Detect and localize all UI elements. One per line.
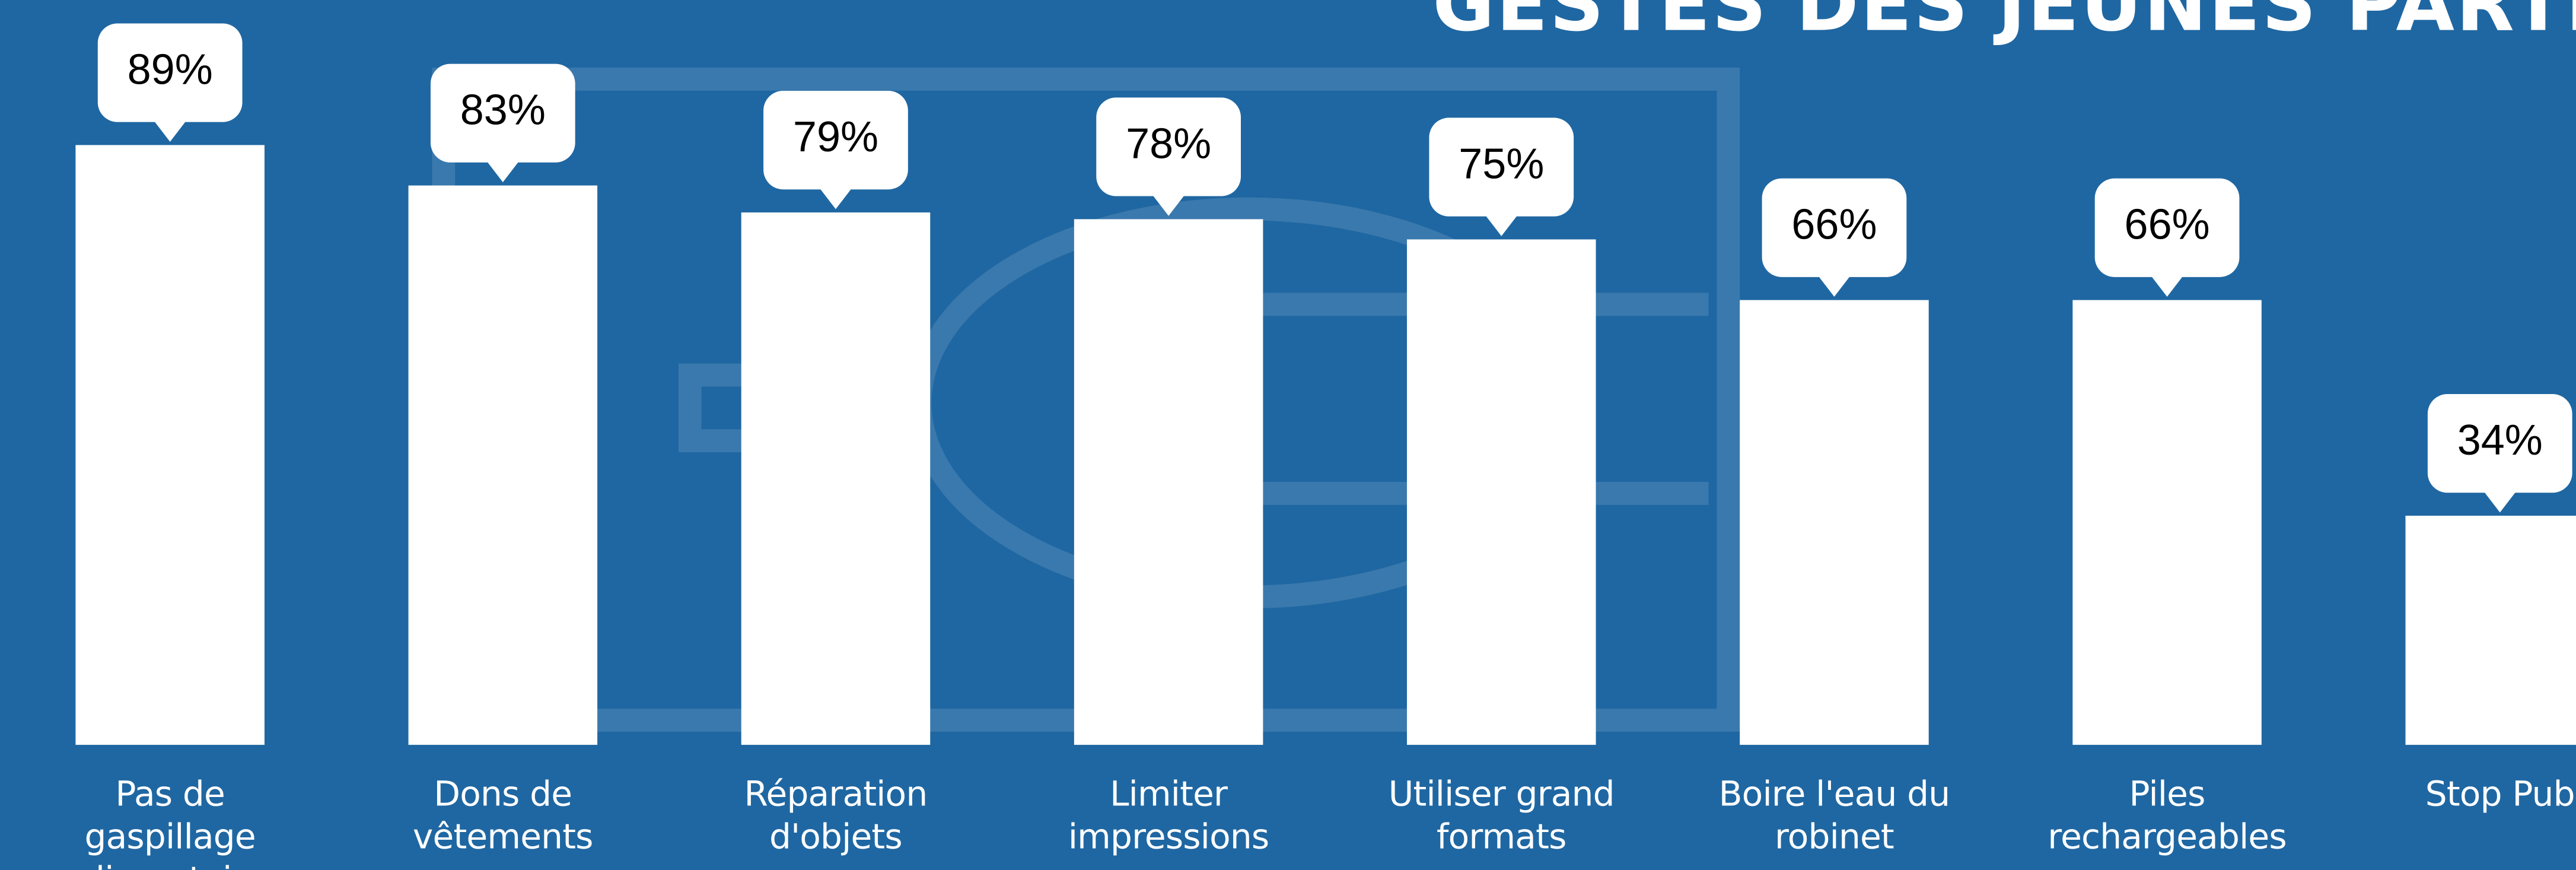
value-callout: 34% (2427, 394, 2572, 513)
value-label: 34% (2457, 417, 2543, 464)
value-label: 66% (2125, 201, 2210, 249)
bar (408, 185, 598, 745)
x-tick-label: Piles rechargeables (2048, 774, 2287, 857)
callout-pointer (1485, 214, 1518, 236)
value-callout: 83% (430, 63, 575, 183)
x-tick-label: Réparation d'objets (744, 774, 928, 857)
callout-pointer (1817, 275, 1851, 297)
x-label-box: Pas de gaspillage alimentaire (75, 774, 266, 870)
value-callout: 66% (1762, 178, 1907, 297)
value-label: 89% (128, 46, 213, 94)
bar (1074, 219, 1263, 745)
callout-pointer (2483, 491, 2517, 513)
callout-pointer (819, 188, 852, 209)
callout-pointer (486, 161, 520, 183)
x-tick-label: Utiliser grand formats (1388, 774, 1615, 857)
value-label: 79% (793, 113, 878, 161)
callout-box (2094, 178, 2240, 277)
x-label-box: Stop Pub (2425, 774, 2575, 814)
callout-box (430, 63, 575, 163)
bar (1407, 239, 1596, 745)
x-label-box: Dons de vêtements (412, 774, 594, 857)
x-tick-label: Limiter impressions (1068, 774, 1269, 857)
callout-box (763, 91, 908, 190)
x-label-box: Réparation d'objets (744, 774, 928, 857)
callout-box (2427, 394, 2572, 493)
value-label: 83% (460, 87, 546, 134)
value-callout: 79% (763, 91, 908, 209)
value-label: 66% (1791, 201, 1877, 249)
callout-pointer (1152, 194, 1185, 216)
x-tick-label: Stop Pub (2425, 774, 2575, 814)
callout-box (1096, 97, 1241, 196)
callout-box (1762, 178, 1907, 277)
bar (741, 212, 931, 745)
value-callout: 66% (2094, 178, 2240, 297)
callout-box (97, 23, 243, 122)
x-label-box: Utiliser grand formats (1388, 774, 1615, 857)
callout-box (1429, 118, 1574, 217)
value-label: 78% (1126, 120, 1211, 167)
x-label-box: Limiter impressions (1068, 774, 1269, 857)
x-label-box: Piles rechargeables (2048, 774, 2287, 857)
x-tick-label: Dons de vêtements (412, 774, 594, 857)
value-callout: 78% (1096, 97, 1241, 216)
callout-pointer (2150, 275, 2184, 297)
value-label: 75% (1459, 141, 1544, 188)
x-label-box: Boire l'eau du robinet (1718, 774, 1951, 857)
value-callout: 75% (1429, 118, 1574, 236)
callout-pointer (153, 120, 187, 142)
bar (2072, 300, 2262, 745)
bar (1740, 300, 1929, 745)
bar (75, 145, 265, 745)
x-tick-label: Boire l'eau du robinet (1718, 774, 1951, 857)
plot: 89% Pas de gaspillage alimentaire 83% Dons … (75, 23, 2576, 870)
x-tick-label: Pas de gaspillage alimentaire (75, 774, 266, 870)
value-callout: 89% (97, 23, 243, 142)
chart-title: GESTES DES JEUNES PARTICIPANT (1432, 0, 2576, 48)
bar (2405, 515, 2576, 745)
